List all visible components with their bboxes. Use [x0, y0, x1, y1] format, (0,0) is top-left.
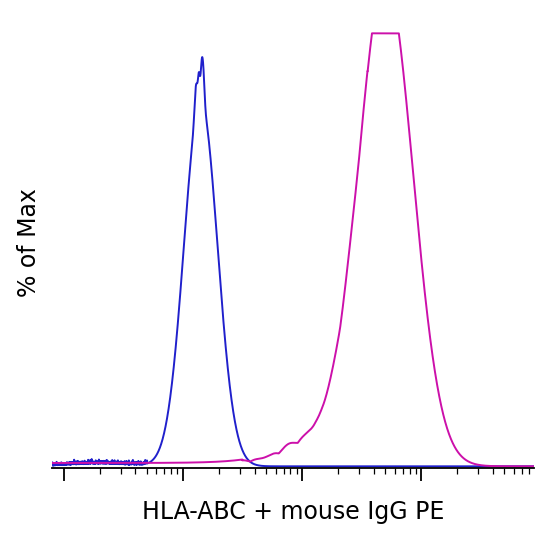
Y-axis label: % of Max: % of Max — [17, 188, 41, 297]
X-axis label: HLA-ABC + mouse IgG PE: HLA-ABC + mouse IgG PE — [142, 500, 444, 524]
